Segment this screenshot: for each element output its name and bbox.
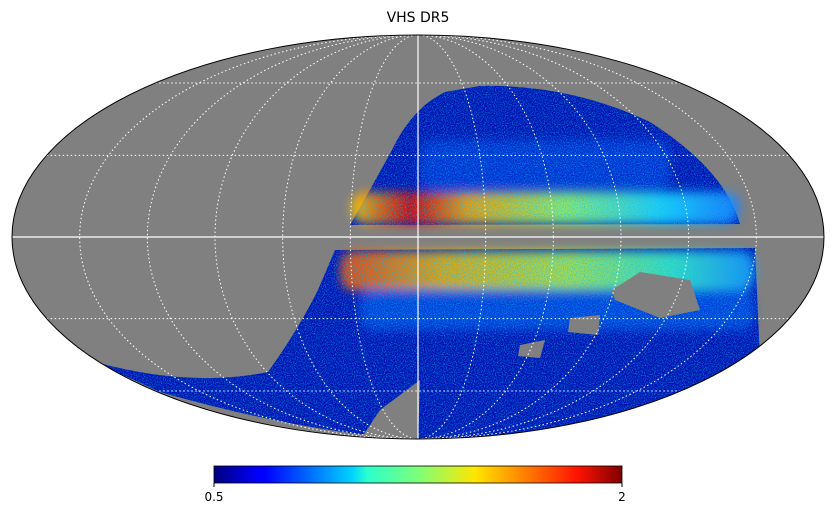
graticule xyxy=(12,35,824,439)
colorbar-tick-label: 0.5 xyxy=(204,490,223,504)
colorbar-tick-label: 2 xyxy=(618,490,626,504)
colorbar-gradient xyxy=(213,465,623,484)
colorbar: 0.5 2 xyxy=(204,465,626,504)
chart-title: VHS DR5 xyxy=(387,10,450,26)
map-outline xyxy=(11,34,825,440)
